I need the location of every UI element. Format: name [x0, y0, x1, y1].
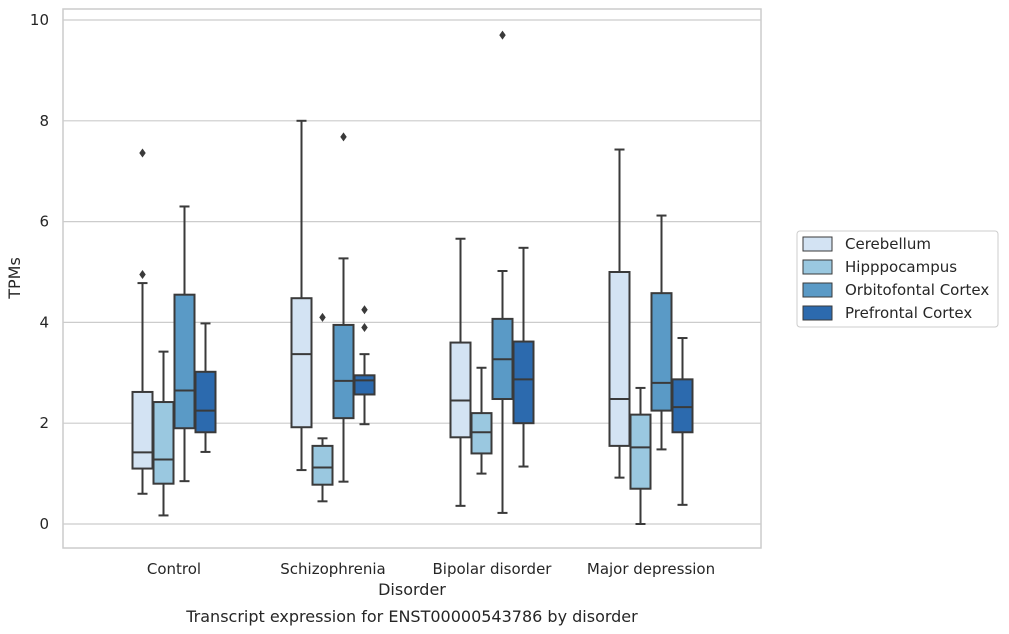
x-axis-label: Disorder: [378, 580, 446, 599]
box-orbitofontal-cortex-schizophrenia: [332, 132, 355, 483]
outlier-point-hipppocampus-schizophrenia-0: [319, 312, 326, 322]
box-orbitofontal-cortex-control: [173, 205, 196, 483]
box-body-prefrontal-cortex-bipolar-disorder: [512, 340, 535, 425]
y-tick-label-8: 8: [39, 112, 49, 130]
plot-boxes: [131, 30, 694, 525]
outlier-point-orbitofontal-cortex-bipolar-disorder-0: [499, 30, 506, 40]
box-cerebellum-major-depression: [608, 148, 631, 479]
box-body-orbitofontal-cortex-schizophrenia: [332, 323, 355, 420]
outlier-point-prefrontal-cortex-schizophrenia-1: [361, 305, 368, 315]
box-prefrontal-cortex-schizophrenia: [353, 305, 376, 426]
box-body-hipppocampus-schizophrenia: [311, 444, 334, 486]
y-tick-label-4: 4: [39, 313, 49, 331]
box-hipppocampus-major-depression: [629, 386, 652, 525]
box-hipppocampus-bipolar-disorder: [470, 366, 493, 475]
box-body-cerebellum-bipolar-disorder: [449, 341, 472, 439]
y-tick-label-2: 2: [39, 414, 49, 432]
box-prefrontal-cortex-bipolar-disorder: [512, 246, 535, 468]
box-body-prefrontal-cortex-major-depression: [671, 378, 694, 434]
box-cerebellum-control: [131, 148, 154, 495]
legend-box: [796, 230, 999, 328]
y-tick-labels: 0 2 4 6 8 10: [30, 11, 49, 533]
legend-label-orbitofrontal-cortex: Orbitofontal Cortex: [845, 281, 989, 299]
box-orbitofontal-cortex-bipolar-disorder: [491, 30, 514, 514]
box-body-prefrontal-cortex-schizophrenia: [353, 374, 376, 396]
legend-label-hippocampus: Hipppocampus: [845, 258, 957, 276]
box-body-cerebellum-schizophrenia: [290, 297, 313, 429]
box-body-hipppocampus-major-depression: [629, 413, 652, 490]
chart-caption: Transcript expression for ENST0000054378…: [185, 607, 638, 626]
box-prefrontal-cortex-control: [194, 322, 217, 453]
x-tick-labels: Control Schizophrenia Bipolar disorder Majo…: [147, 560, 715, 578]
x-tick-label-control: Control: [147, 560, 201, 578]
y-axis-label: TPMs: [5, 257, 24, 300]
legend-swatch-orbitofrontal-cortex: [802, 282, 833, 298]
legend: Cerebellum Hipppocampus Orbitofontal Cor…: [796, 230, 999, 328]
legend-label-cerebellum: Cerebellum: [845, 235, 931, 253]
box-body-cerebellum-major-depression: [608, 271, 631, 447]
box-body-orbitofontal-cortex-control: [173, 293, 196, 430]
x-tick-label-schizophrenia: Schizophrenia: [280, 560, 385, 578]
box-body-cerebellum-control: [131, 390, 154, 470]
box-prefrontal-cortex-major-depression: [671, 337, 694, 506]
box-body-hipppocampus-bipolar-disorder: [470, 412, 493, 455]
box-cerebellum-schizophrenia: [290, 119, 313, 472]
y-tick-label-6: 6: [39, 213, 49, 231]
legend-swatch-prefrontal-cortex: [802, 305, 833, 321]
box-cerebellum-bipolar-disorder: [449, 237, 472, 507]
y-tick-label-10: 10: [30, 11, 49, 29]
plot-frame: [62, 8, 762, 549]
box-body-hipppocampus-control: [152, 401, 175, 485]
x-tick-label-bipolar-disorder: Bipolar disorder: [433, 560, 553, 578]
y-tick-label-0: 0: [39, 515, 49, 533]
outlier-point-cerebellum-control-1: [139, 148, 146, 158]
outlier-point-cerebellum-control-0: [139, 270, 146, 280]
x-tick-label-major-depression: Major depression: [587, 560, 715, 578]
outlier-point-prefrontal-cortex-schizophrenia-0: [361, 322, 368, 332]
box-hipppocampus-control: [152, 350, 175, 517]
box-body-orbitofontal-cortex-major-depression: [650, 292, 673, 412]
box-orbitofontal-cortex-major-depression: [650, 214, 673, 451]
box-body-prefrontal-cortex-control: [194, 370, 217, 434]
legend-label-prefrontal-cortex: Prefrontal Cortex: [845, 304, 972, 322]
outlier-point-orbitofontal-cortex-schizophrenia-0: [340, 132, 347, 142]
legend-swatch-hippocampus: [802, 259, 833, 275]
box-hipppocampus-schizophrenia: [311, 312, 334, 503]
legend-swatch-cerebellum: [802, 236, 833, 252]
